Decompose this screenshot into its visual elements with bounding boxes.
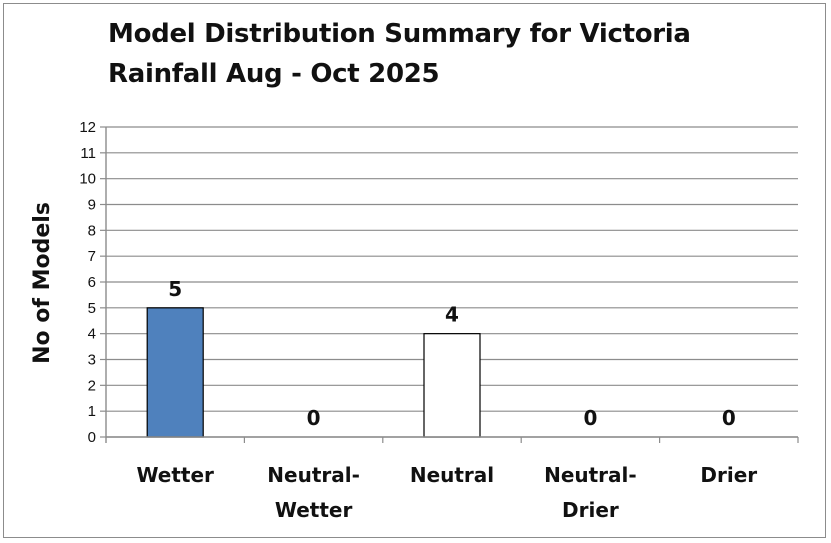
- y-tick-label: 4: [88, 326, 96, 343]
- data-label: 0: [307, 406, 321, 430]
- y-tick-label: 12: [79, 119, 96, 136]
- y-tick-label: 7: [88, 248, 96, 265]
- y-tick-label: 2: [88, 377, 96, 394]
- y-tick-label: 8: [88, 222, 96, 239]
- data-labels: 5 0 4 0 0: [168, 277, 736, 430]
- y-axis-label: No of Models: [30, 202, 55, 364]
- y-tick-label: 3: [88, 352, 96, 369]
- x-category-label: Wetter: [275, 498, 353, 522]
- y-tick-label: 9: [88, 197, 96, 214]
- data-label: 4: [445, 303, 459, 327]
- chart-title-line-1: Model Distribution Summary for Victoria: [108, 19, 691, 49]
- x-category-label: Wetter: [136, 463, 214, 487]
- y-tick-label: 5: [88, 300, 96, 317]
- chart-title-line-2: Rainfall Aug - Oct 2025: [108, 59, 440, 89]
- y-tick-label: 10: [79, 171, 96, 188]
- x-category-label: Neutral-: [544, 463, 637, 487]
- data-label: 5: [168, 277, 182, 301]
- axes: [105, 127, 798, 443]
- data-label: 0: [722, 406, 736, 430]
- x-axis-categories: Wetter Neutral- Wetter Neutral Neutral- Drier…: [136, 437, 799, 522]
- y-tick-label: 0: [88, 429, 96, 446]
- x-category-label: Drier: [562, 498, 619, 522]
- y-tick-label: 1: [88, 403, 96, 420]
- bar: [423, 333, 481, 438]
- x-category-label: Neutral: [410, 463, 494, 487]
- y-tick-label: 11: [80, 145, 96, 162]
- chart-frame: [3, 3, 826, 538]
- data-label: 0: [583, 406, 597, 430]
- y-tick-label: 6: [88, 274, 96, 291]
- x-category-label: Drier: [700, 463, 757, 487]
- bar: [146, 307, 204, 438]
- chart-title: Model Distribution Summary for Victoria …: [108, 14, 691, 94]
- x-category-label: Neutral-: [267, 463, 360, 487]
- bars: [146, 307, 481, 438]
